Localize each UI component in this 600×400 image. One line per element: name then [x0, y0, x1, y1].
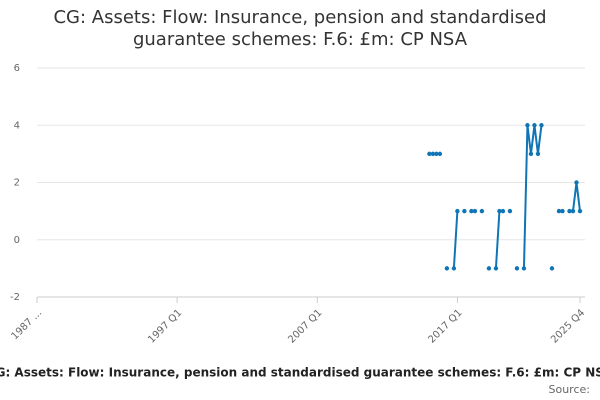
- point: [469, 208, 474, 214]
- x-tick-label: 1997 Q1: [146, 307, 184, 345]
- x-tick-label: 2017 Q1: [427, 307, 465, 345]
- point: [567, 208, 572, 214]
- point: [535, 151, 541, 157]
- point: [437, 151, 443, 157]
- y-tick-label: 6: [14, 63, 20, 74]
- point: [528, 151, 534, 157]
- point: [549, 266, 555, 271]
- source: Source:: [549, 383, 591, 396]
- point: [493, 266, 499, 271]
- point: [479, 208, 485, 214]
- caption: CG: Assets: Flow: Insurance, pension and…: [0, 366, 600, 380]
- chart-title: CG: Assets: Flow: Insurance, pension and…: [53, 7, 546, 28]
- y-tick-label: 2: [14, 178, 20, 189]
- series-line: [429, 125, 581, 269]
- y-tick-label: -2: [10, 292, 20, 303]
- point: [486, 266, 492, 271]
- point: [560, 208, 565, 214]
- point: [577, 208, 583, 214]
- point: [427, 151, 432, 157]
- x-tick-label: 1987 ...: [9, 307, 44, 342]
- point: [451, 266, 457, 271]
- x-tick-label: 2025 Q4: [549, 307, 587, 345]
- x-tick-label: 2007 Q1: [286, 307, 324, 345]
- point: [455, 208, 460, 214]
- point: [514, 266, 520, 271]
- point: [556, 208, 562, 214]
- point: [539, 123, 544, 128]
- point: [507, 208, 513, 214]
- point: [574, 180, 579, 185]
- y-tick-label: 0: [14, 235, 20, 246]
- point: [521, 266, 527, 271]
- point: [444, 266, 450, 271]
- point: [472, 208, 478, 214]
- chart-title: guarantee schemes: F.6: £m: CP NSA: [133, 29, 468, 50]
- point: [570, 208, 576, 214]
- y-tick-label: 4: [14, 120, 20, 131]
- point: [532, 123, 537, 128]
- point: [434, 151, 439, 157]
- point: [525, 123, 530, 128]
- point: [497, 208, 502, 214]
- point: [430, 151, 436, 157]
- point: [500, 208, 506, 214]
- point: [462, 208, 467, 214]
